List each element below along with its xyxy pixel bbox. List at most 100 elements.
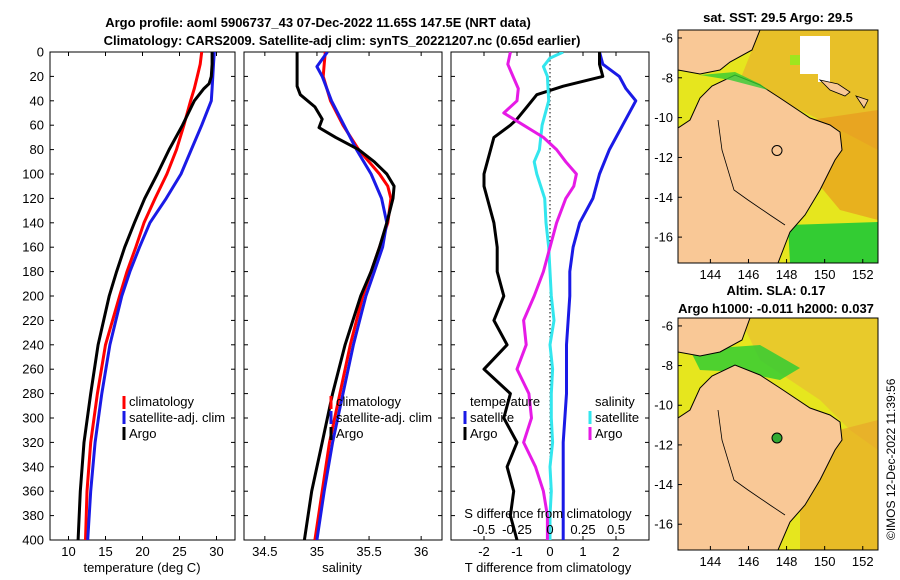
x-tick-label: 1 [579, 544, 586, 559]
legend-label-temperature-argo: Argo [470, 426, 497, 441]
temperature-legend: climatology satellite-adj. clim Argo [122, 394, 225, 441]
island [855, 95, 869, 109]
depth-tick-label: 160 [22, 240, 44, 255]
map-x-tick-label: 150 [814, 554, 836, 569]
x-tick-label: 25 [172, 544, 186, 559]
sst-map-ticks: 144 146 148 150 152 -6 -8 -10 -12 -14 -16 [654, 30, 873, 282]
sst-map-frame [677, 29, 879, 264]
salinity-diff-tick-label: 0 [546, 522, 553, 537]
map-x-tick-label: 148 [776, 554, 798, 569]
difference-xlabel: T difference from climatology [465, 560, 632, 575]
sla-map-panel: Altim. SLA: 0.17 Argo h1000: -0.011 h200… [654, 283, 879, 569]
x-tick-label: 36 [414, 544, 428, 559]
series-line-satellite-adj-clim [86, 52, 216, 540]
sst-strait-green [700, 72, 768, 90]
figure-title-line2: Climatology: CARS2009. Satellite-adj cli… [104, 33, 581, 48]
salinity-difference-label: S difference from climatology [464, 506, 632, 521]
sst-map-image [678, 30, 878, 263]
legend-label-temperature-satellite: satellite [470, 410, 514, 425]
sla-map-title: Altim. SLA: 0.17 [727, 283, 826, 298]
x-tick-label: 35 [310, 544, 324, 559]
series-line-temperature-argo [482, 52, 605, 540]
map-y-tick-label: -14 [654, 477, 673, 492]
map-y-tick-label: -16 [654, 230, 673, 245]
sst-map-panel: sat. SST: 29.5 Argo: 29.5 144 146 148 150 15… [654, 10, 879, 282]
depth-tick-label: 220 [22, 313, 44, 328]
island [818, 79, 851, 97]
difference-panel: -2 -1 0 1 2 T difference from climatology S … [450, 51, 650, 575]
map-y-tick-label: -12 [654, 437, 673, 452]
legend-label-satellite: satellite-adj. clim [336, 410, 432, 425]
x-tick-label: -2 [478, 544, 490, 559]
salinity-lines [295, 52, 396, 540]
series-line-temperature-satellite [561, 52, 638, 540]
map-y-tick-label: -16 [654, 517, 673, 532]
depth-tick-label: 140 [22, 215, 44, 230]
legend-temperature-heading: temperature [470, 394, 540, 409]
argo-location-marker [771, 145, 783, 156]
argo-location-marker [771, 432, 783, 444]
temperature-axes-box [49, 51, 236, 541]
australia-land [678, 364, 843, 550]
new-guinea-land [678, 318, 751, 357]
x-tick-label: 0 [546, 544, 553, 559]
temperature-panel: 10 15 20 25 30 temperature (deg C) climatolo… [49, 51, 236, 575]
salinity-panel: 34.5 35 35.5 36 salinity climatology satell… [243, 51, 443, 575]
map-x-tick-label: 144 [700, 554, 722, 569]
map-x-tick-label: 146 [738, 267, 760, 282]
salinity-diff-tick-label: -0.25 [502, 522, 532, 537]
new-guinea-land [678, 30, 761, 75]
depth-tick-label: 120 [22, 191, 44, 206]
legend-label-argo: Argo [336, 426, 363, 441]
legend-label-satellite: satellite-adj. clim [129, 410, 225, 425]
figure-title-line1: Argo profile: aoml 5906737_43 07-Dec-202… [105, 15, 531, 30]
x-tick-label: 34.5 [252, 544, 277, 559]
depth-tick-label: 400 [22, 533, 44, 548]
depth-tick-label: 80 [30, 142, 44, 157]
series-line-climatology [84, 52, 204, 540]
sst-missing-data [818, 36, 830, 82]
depth-tick-label: 260 [22, 362, 44, 377]
x-tick-label: 30 [209, 544, 223, 559]
x-tick-label: 35.5 [356, 544, 381, 559]
depth-tick-label: 100 [22, 167, 44, 182]
salinity-diff-tick-label: -0.5 [473, 522, 495, 537]
map-y-tick-label: -8 [661, 70, 673, 85]
map-x-tick-label: 152 [852, 554, 874, 569]
depth-tick-label: 280 [22, 386, 44, 401]
temperature-ticks: 10 15 20 25 30 [50, 51, 235, 559]
x-tick-label: -1 [511, 544, 523, 559]
depth-contour [717, 119, 786, 226]
series-line-salinity-argo [502, 52, 578, 540]
x-tick-label: 2 [612, 544, 619, 559]
map-y-tick-label: -6 [661, 318, 673, 333]
sst-map-title: sat. SST: 29.5 Argo: 29.5 [703, 10, 853, 25]
map-x-tick-label: 144 [700, 267, 722, 282]
legend-salinity-heading: salinity [595, 394, 635, 409]
difference-legend: temperature satellite Argo salinity sate… [463, 394, 639, 441]
legend-label-salinity-argo: Argo [595, 426, 622, 441]
salinity-difference-ticks: -0.5 -0.25 0 0.25 0.5 [473, 522, 625, 537]
depth-tick-label: 180 [22, 264, 44, 279]
map-x-tick-label: 146 [738, 554, 760, 569]
map-y-tick-label: -8 [661, 358, 673, 373]
series-line-argo [76, 52, 214, 540]
depth-tick-label: 380 [22, 508, 44, 523]
difference-ticks: -2 -1 0 1 2 [451, 51, 649, 559]
depth-tick-label: 60 [30, 118, 44, 133]
depth-tick-label: 20 [30, 69, 44, 84]
sla-map-ticks: 144 146 148 150 152 -6 -8 -10 -12 -14 -16 [654, 318, 873, 569]
legend-label-argo: Argo [129, 426, 156, 441]
map-y-tick-label: -14 [654, 190, 673, 205]
depth-tick-label: 0 [37, 45, 44, 60]
salinity-ticks: 34.5 35 35.5 36 [244, 51, 442, 559]
series-line-argo [295, 52, 396, 540]
depth-tick-label: 40 [30, 93, 44, 108]
sla-map-frame [677, 317, 879, 551]
depth-axis-labels: 0 20 40 60 80 100 120 140 160 180 200 220 240 260 280 3… [22, 45, 44, 548]
depth-tick-label: 300 [22, 411, 44, 426]
salinity-legend: climatology satellite-adj. clim Argo [329, 394, 432, 441]
map-x-tick-label: 152 [852, 267, 874, 282]
legend-label-climatology: climatology [336, 394, 402, 409]
